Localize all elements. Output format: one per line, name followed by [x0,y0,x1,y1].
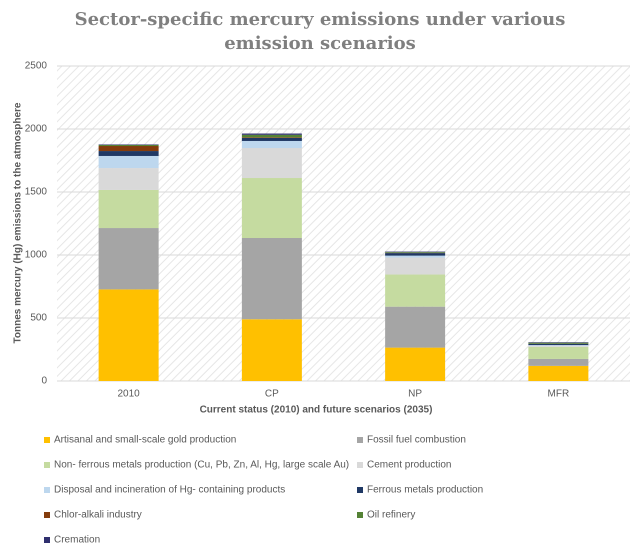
bar-segment [98,289,159,381]
bar-segment [241,237,302,320]
bar-segment [528,358,589,366]
bar-segment [98,155,159,169]
legend-label: Cremation [54,535,100,545]
bar-segment [241,148,302,179]
legend-swatch [44,487,50,493]
y-tick-label: 2000 [25,124,48,135]
bar-segment [98,228,159,290]
bar-segment [385,274,446,307]
bar-segment [528,365,589,381]
bar-segment [385,306,446,348]
x-axis-label: Current status (2010) and future scenari… [200,405,433,416]
legend-label: Chlor-alkali industry [54,510,142,521]
y-axis-label: Tonnes mercury (Hg) emissions to the atm… [13,102,24,343]
bar-segment [385,252,446,253]
bar-segment [98,144,159,146]
x-tick-label: CP [265,389,279,400]
legend-label: Fossil fuel combustion [367,435,466,446]
legend-label: Disposal and incineration of Hg- contain… [54,485,285,496]
y-tick-label: 0 [41,376,47,387]
legend-label: Artisanal and small-scale gold productio… [54,435,236,446]
bar-segment [528,346,589,359]
x-tick-label: 2010 [118,389,141,400]
bar-segment [528,343,589,346]
y-tick-label: 2500 [25,61,48,72]
bar-segment [528,342,589,344]
bar-segment [98,151,159,156]
legend-swatch [357,512,363,518]
legend-label: Non- ferrous metals production (Cu, Pb, … [54,460,349,471]
bar-segment [241,319,302,381]
bar-segment [241,133,302,135]
bar-segment [528,345,589,346]
bar-segment [385,257,446,275]
bar-segment [528,345,589,347]
legend-swatch [44,462,50,468]
legend-label: Ferrous metals production [367,485,483,496]
bar-segment [385,255,446,258]
bar-segment [241,140,302,149]
legend-swatch [357,437,363,443]
bar-segment [98,145,159,147]
legend-swatch [44,512,50,518]
y-tick-label: 1000 [25,250,48,261]
chart-title: Sector-specific mercury emissions under … [74,9,566,54]
bar-segment [241,137,302,138]
bar-segment [98,146,159,152]
y-tick-label: 500 [30,313,47,324]
x-tick-label: MFR [548,389,570,400]
legend-swatch [357,462,363,468]
bar-segment [98,189,159,229]
legend-swatch [357,487,363,493]
legend-swatch [44,537,50,543]
legend-swatch [44,437,50,443]
bar-segment [385,253,446,256]
bar-segment [241,178,302,238]
bar-segment [528,342,589,343]
bar-segment [98,168,159,190]
x-tick-label: NP [408,389,422,400]
y-tick-label: 1500 [25,187,48,198]
bar-segment [385,251,446,253]
bar-segment [385,347,446,381]
legend-label: Oil refinery [367,510,415,521]
legend-label: Cement production [367,460,452,471]
bar-segment [241,134,302,138]
bar-segment [241,137,302,141]
